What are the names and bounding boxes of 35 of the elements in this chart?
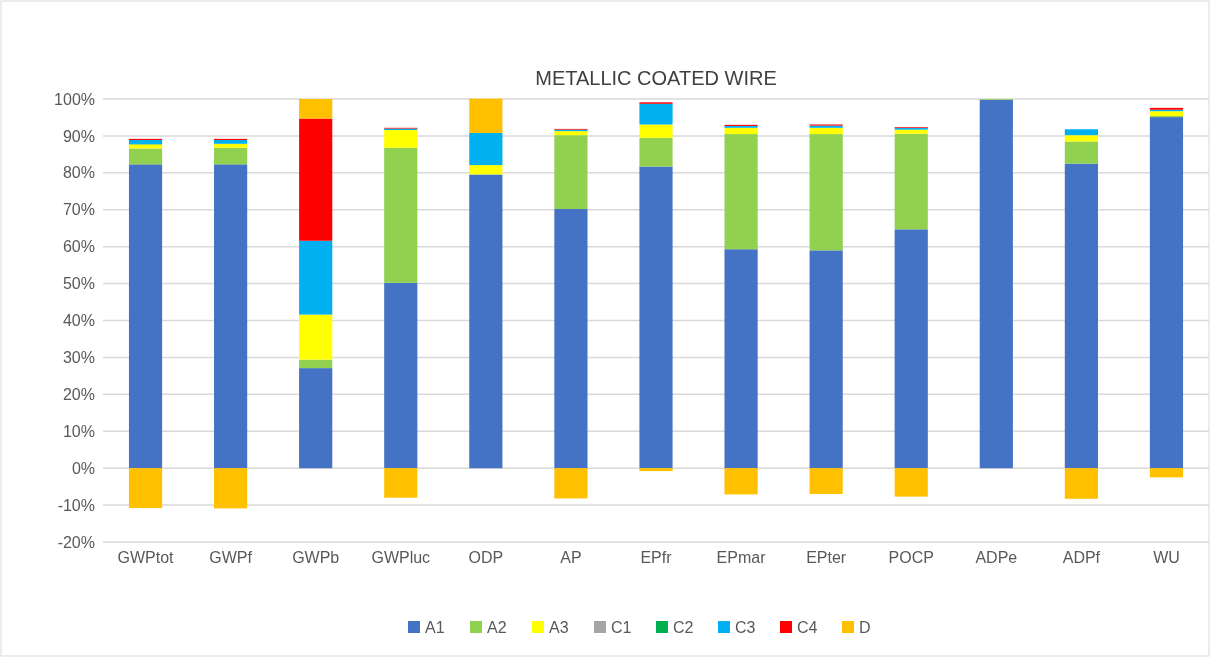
legend-label: C2 [673,618,694,636]
x-tick-label: GWPtot [117,549,175,567]
y-tick-label: 40% [62,312,95,330]
x-tick-label: ODP [468,549,504,567]
y-tick-label: 90% [62,127,95,145]
legend-label: A1 [425,618,445,636]
x-tick-label: EPter [806,549,847,567]
legend-label: C4 [797,618,818,636]
x-tick-label: GWPluc [371,549,431,567]
y-tick-label: 0% [71,459,95,477]
legend-label: A3 [549,618,569,636]
y-tick-label: 80% [62,164,95,182]
x-tick-label: ADPe [975,549,1018,567]
x-tick-label: EPfr [640,549,673,567]
x-tick-label: POCP [888,549,934,567]
legend-label: C3 [735,618,756,636]
y-tick-label: 100% [54,90,95,108]
legend-label: D [859,618,871,636]
legend-label: A2 [487,618,507,636]
x-tick-label: GWPb [292,549,340,567]
y-tick-label: -10% [57,496,95,514]
y-tick-label: 60% [62,238,95,256]
y-tick-label: 10% [62,422,95,440]
x-tick-label: EPmar [716,549,767,567]
x-tick-label: ADPf [1062,549,1101,567]
y-tick-label: 30% [62,349,95,367]
y-tick-label: 20% [62,385,95,403]
y-tick-label: 70% [62,201,95,219]
legend-label: C1 [611,618,632,636]
x-tick-label: GWPf [209,549,253,567]
y-tick-label: -20% [57,533,95,551]
chart-title: METALLIC COATED WIRE [535,67,777,89]
x-tick-label: WU [1153,549,1180,567]
y-tick-label: 50% [62,275,95,293]
x-tick-label: AP [560,549,582,567]
